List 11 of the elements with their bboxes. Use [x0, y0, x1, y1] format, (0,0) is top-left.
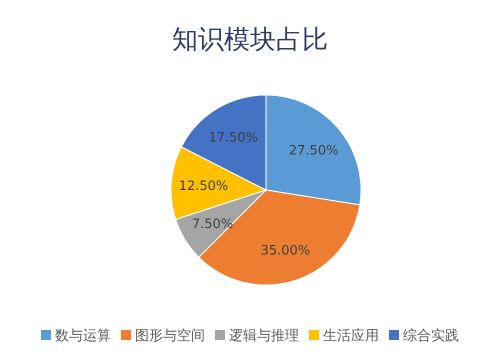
- chart-title: 知识模块占比: [172, 25, 328, 55]
- legend-label: 逻辑与推理: [229, 328, 299, 344]
- legend-label: 生活应用: [323, 328, 379, 344]
- legend-label: 图形与空间: [135, 328, 205, 344]
- data-label: 7.50%: [192, 216, 234, 232]
- legend-label: 数与运算: [55, 328, 111, 344]
- legend-label: 综合实践: [403, 328, 459, 344]
- data-label: 35.00%: [260, 244, 310, 259]
- data-label: 17.50%: [208, 130, 258, 146]
- data-label: 27.50%: [288, 143, 338, 158]
- data-label: 12.50%: [178, 179, 228, 194]
